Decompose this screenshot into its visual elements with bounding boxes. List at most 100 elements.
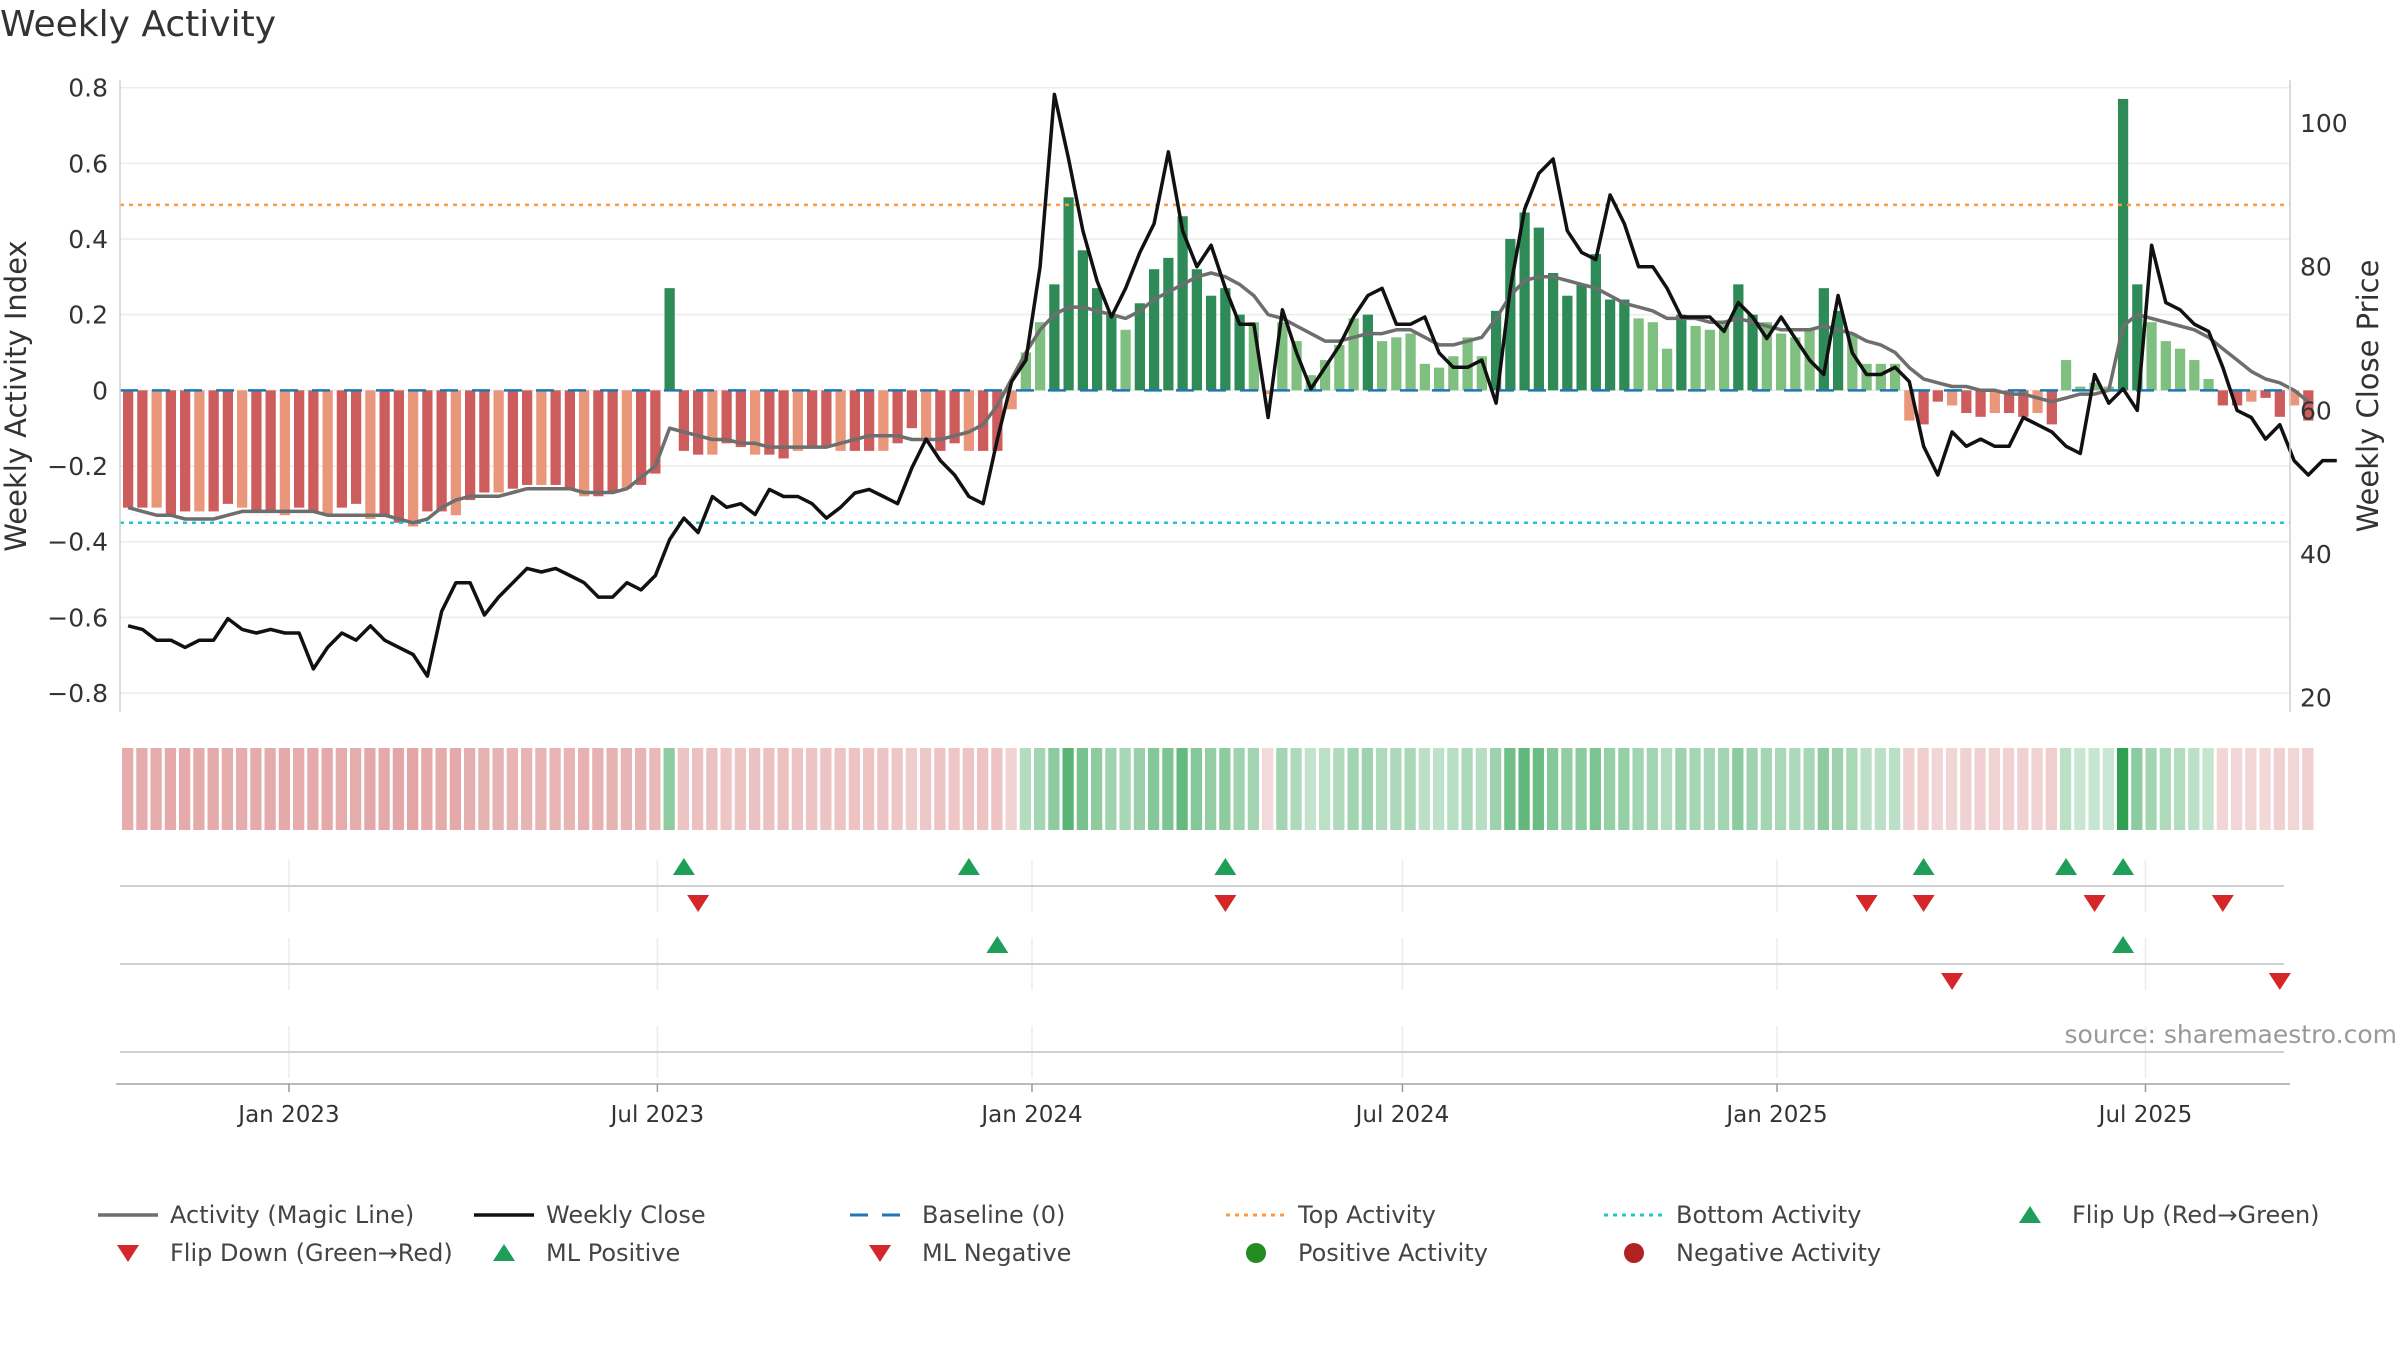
legend-symbol-icon — [474, 1238, 536, 1268]
legend-symbol-icon — [1226, 1238, 1288, 1268]
legend-label: ML Negative — [922, 1239, 1072, 1267]
legend: Activity (Magic Line) Weekly Close Baselin… — [0, 1200, 2400, 1300]
activity-bar — [1704, 329, 1715, 391]
y2-tick-label: 20 — [2300, 684, 2332, 713]
strip-cell — [2088, 748, 2100, 830]
legend-item: Negative Activity — [1604, 1238, 1881, 1268]
strip-cell — [1888, 748, 1901, 830]
strip-cell — [2287, 748, 2300, 830]
strip-cell — [1304, 748, 1316, 830]
activity-bar — [1790, 337, 1801, 391]
strip-cell — [834, 748, 846, 830]
activity-bar — [208, 390, 219, 512]
strip-cell — [435, 748, 447, 830]
strip-cell — [2159, 748, 2171, 830]
legend-label: Bottom Activity — [1676, 1201, 1862, 1229]
strip-cell — [2002, 748, 2015, 830]
strip-cell — [1005, 748, 1017, 830]
y-tick-label: 0 — [92, 376, 108, 405]
strip-cell — [1162, 748, 1174, 830]
strip-cell — [1390, 748, 1402, 830]
strip-cell — [2017, 748, 2029, 830]
activity-bar — [1177, 216, 1188, 391]
activity-bar — [436, 390, 447, 512]
activity-bar — [2160, 341, 2171, 391]
activity-bar — [2003, 390, 2015, 414]
strip-cell — [1675, 748, 1687, 830]
activity-bar — [1576, 284, 1587, 391]
activity-bar — [294, 390, 305, 508]
strip-cell — [2273, 748, 2285, 830]
legend-item: Activity (Magic Line) — [98, 1200, 414, 1230]
activity-bar — [1761, 322, 1772, 391]
activity-bar — [2274, 390, 2285, 417]
strip-cell — [2302, 748, 2314, 830]
flip-down-marker — [1214, 895, 1237, 912]
strip-cell — [1219, 748, 1231, 830]
x-tick-label: Jul 2024 — [1354, 1102, 1450, 1128]
activity-bar — [165, 390, 177, 516]
activity-bar — [564, 390, 576, 489]
strip-cell — [264, 748, 276, 830]
activity-bar — [2132, 284, 2143, 391]
activity-bar — [1775, 333, 1787, 391]
activity-bar — [1362, 314, 1373, 391]
activity-bar — [1319, 360, 1331, 391]
activity-bar — [578, 390, 590, 497]
activity-bar — [721, 390, 732, 444]
strip-cell — [150, 748, 162, 830]
activity-bar — [920, 390, 932, 440]
strip-cell — [1019, 748, 1031, 830]
activity-bar — [251, 390, 262, 512]
strip-cell — [407, 748, 419, 830]
legend-label: ML Positive — [546, 1239, 681, 1267]
strip-cell — [2145, 748, 2157, 830]
strip-cell — [2059, 748, 2072, 830]
strip-cell — [364, 748, 376, 830]
activity-bar — [265, 390, 276, 512]
legend-item: Flip Down (Green→Red) — [98, 1238, 453, 1268]
activity-bar — [1989, 390, 2000, 414]
activity-bar — [1633, 318, 1644, 391]
strip-cell — [2031, 748, 2043, 830]
strip-cell — [748, 748, 761, 830]
activity-bar — [1661, 348, 1673, 391]
flip-up-marker — [1214, 858, 1237, 875]
activity-bar — [1747, 314, 1758, 391]
activity-bar — [1676, 314, 1687, 391]
activity-bar — [379, 390, 390, 516]
activity-bar — [1604, 299, 1616, 391]
strip-cell — [1418, 748, 1430, 830]
activity-bar — [835, 390, 846, 451]
y-tick-label: 0.2 — [68, 301, 108, 330]
activity-bar — [2146, 322, 2157, 391]
grid — [120, 86, 2290, 694]
strip-cell — [506, 748, 519, 830]
activity-bar — [237, 390, 248, 508]
activity-bar — [151, 390, 162, 508]
activity-bar — [365, 390, 376, 519]
strip-cell — [919, 748, 932, 830]
activity-bar — [707, 390, 718, 455]
strip-cell — [1333, 748, 1345, 830]
activity-bar — [593, 390, 604, 497]
activity-bar — [1305, 375, 1316, 391]
y2-axis-label: Weekly Close Price — [2351, 260, 2385, 533]
activity-bar — [2288, 390, 2300, 406]
legend-item: Weekly Close — [474, 1200, 706, 1230]
strip-cell — [592, 748, 604, 830]
activity-bar — [2075, 386, 2086, 391]
strip-cell — [649, 748, 661, 830]
strip-cell — [1917, 748, 1929, 830]
activity-bar — [123, 390, 134, 508]
x-tick-label: Jan 2023 — [236, 1102, 339, 1128]
activity-heat-strip — [122, 748, 2314, 830]
flip-down-marker — [1912, 895, 1935, 912]
strip-cell — [1404, 748, 1416, 830]
strip-cell — [122, 748, 134, 830]
activity-bar — [1547, 273, 1559, 391]
strip-cell — [791, 748, 803, 830]
y2-tick-label: 80 — [2300, 253, 2332, 282]
strip-cell — [492, 748, 504, 830]
strip-cell — [934, 748, 946, 830]
